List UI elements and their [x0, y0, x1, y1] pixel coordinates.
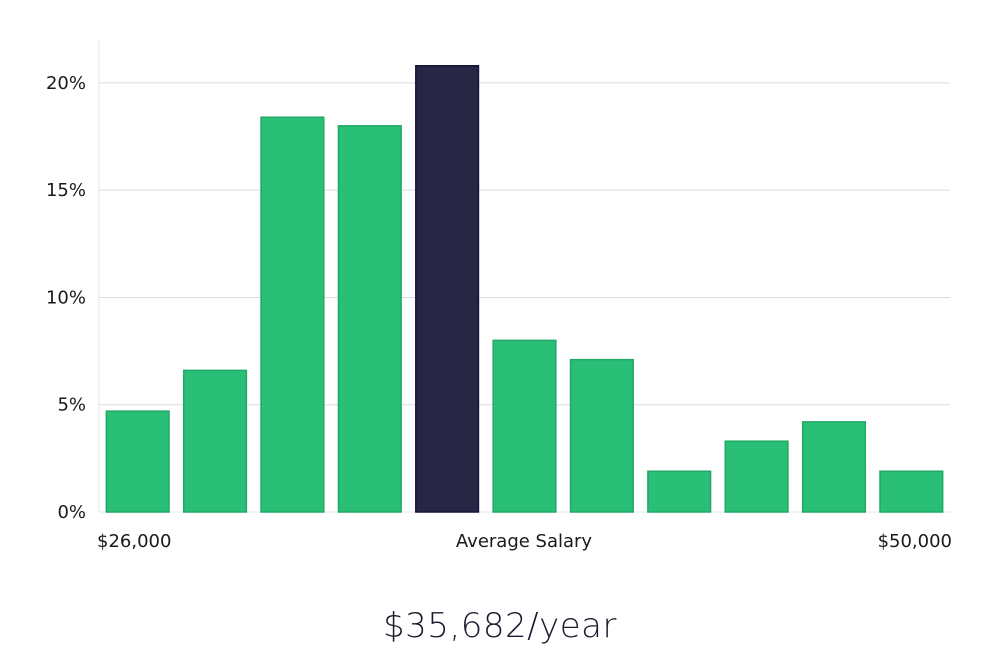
bar: [492, 339, 557, 513]
bar-average-highlight: [415, 65, 480, 513]
y-tick-label: 15%: [46, 180, 86, 201]
bar: [724, 440, 789, 513]
bar: [801, 421, 867, 513]
x-label-min: $26,000: [97, 531, 171, 552]
average-salary-value: $35,682/year: [383, 606, 617, 646]
salary-histogram: 0% 5% 10% 15% 20% $26,000 Average Salary $50…: [46, 40, 952, 552]
y-tick-label: 5%: [57, 395, 86, 416]
y-axis-ticks: 0% 5% 10% 15% 20%: [46, 73, 86, 523]
y-tick-label: 10%: [46, 287, 86, 308]
bar: [879, 470, 944, 513]
bar: [569, 358, 634, 513]
bar: [337, 125, 402, 513]
bars: [105, 65, 944, 513]
bar: [260, 116, 325, 513]
bar: [647, 470, 712, 513]
y-tick-label: 0%: [57, 502, 86, 523]
y-tick-label: 20%: [46, 73, 86, 94]
x-label-average-salary: Average Salary: [456, 531, 593, 552]
bar: [105, 410, 170, 513]
bar: [182, 369, 248, 513]
x-label-max: $50,000: [878, 531, 952, 552]
